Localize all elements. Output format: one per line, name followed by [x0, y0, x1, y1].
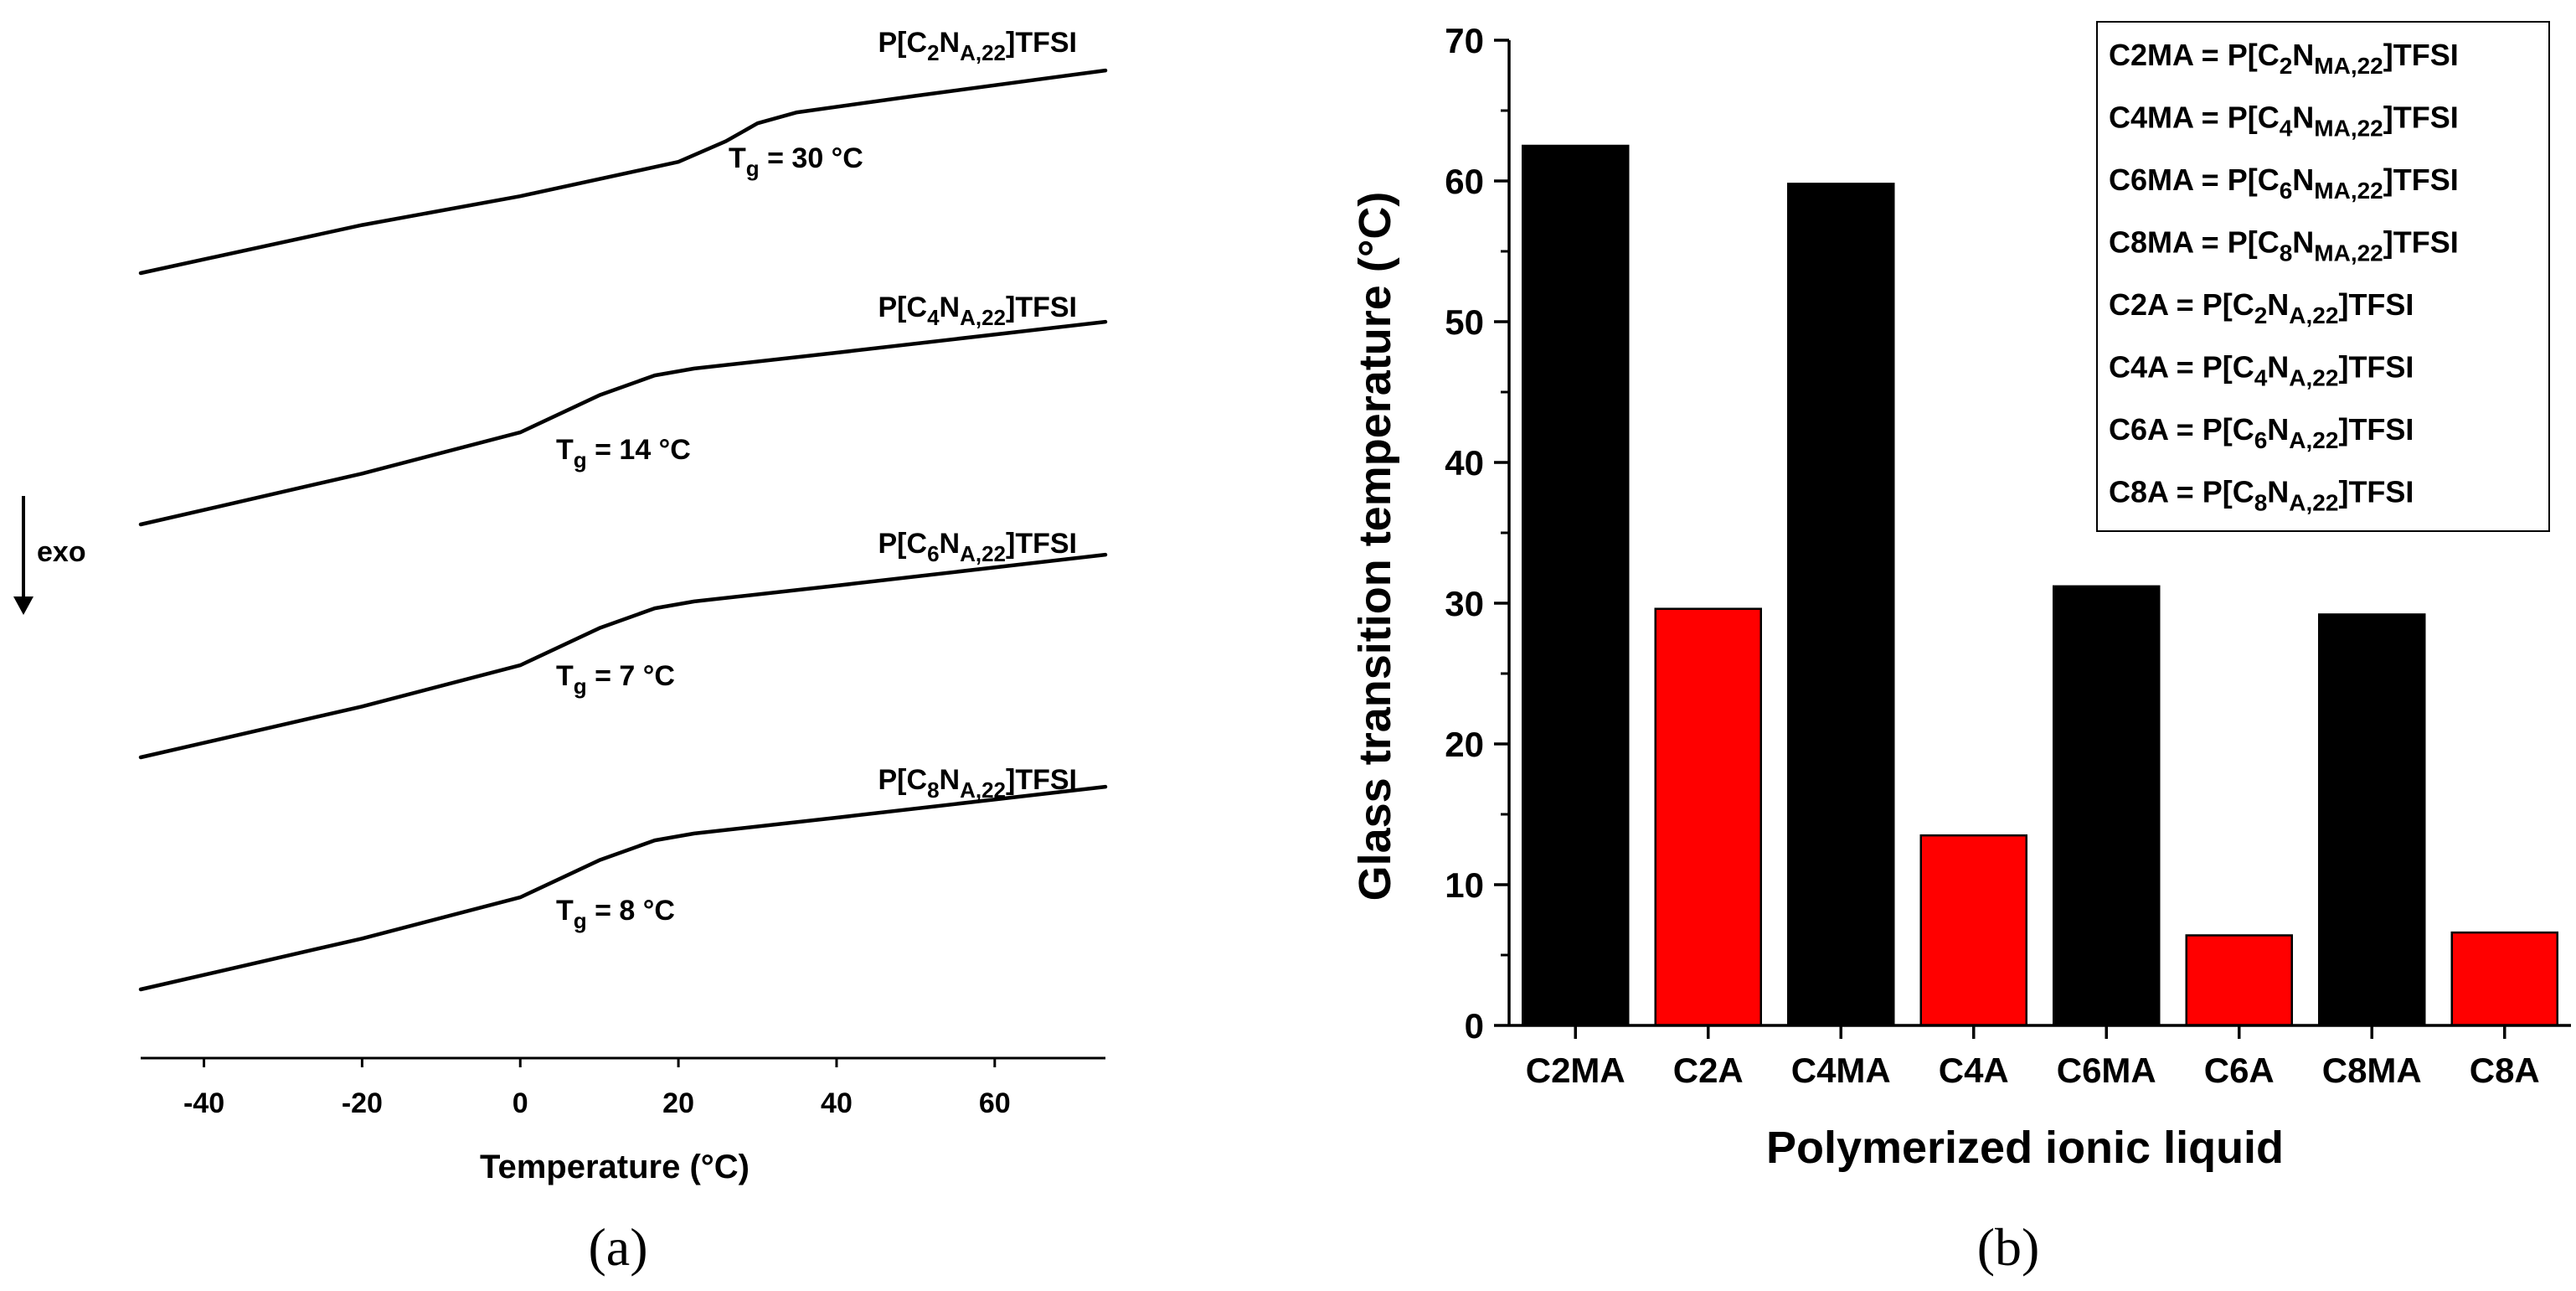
bar-C6MA — [2053, 585, 2161, 1027]
b-x-tick-label: C6A — [2204, 1051, 2275, 1090]
a-x-tick-label: -40 — [183, 1087, 224, 1119]
b-y-tick-label: 20 — [1445, 725, 1484, 764]
legend-entry: C2A = P[C2NA,22]TFSI — [2109, 287, 2414, 328]
dsc-curve — [138, 319, 1108, 527]
legend-entry: C6MA = P[C6NMA,22]TFSI — [2109, 163, 2459, 204]
b-y-tick-label: 10 — [1445, 865, 1484, 905]
bar-C2A — [1654, 607, 1762, 1027]
a-x-tick-label: 0 — [513, 1087, 528, 1119]
a-x-axis-label: Temperature (°C) — [480, 1149, 750, 1185]
b-x-tick-label: C8MA — [2322, 1051, 2422, 1090]
bar-C4A — [1919, 834, 2027, 1027]
a-x-tick-label: 20 — [662, 1087, 694, 1119]
caption-b: (b) — [1977, 1217, 2040, 1277]
tg-label: Tg = 7 °C — [556, 660, 675, 699]
legend-entry: C2MA = P[C2NMA,22]TFSI — [2109, 38, 2459, 79]
b-y-tick-label: 30 — [1445, 584, 1484, 623]
curve-label: P[C4NA,22]TFSI — [878, 292, 1078, 330]
curve-label: P[C8NA,22]TFSI — [878, 764, 1078, 803]
exo-indicator: exo — [13, 496, 86, 615]
dsc-curve — [138, 552, 1108, 760]
b-x-tick-label: C2A — [1673, 1051, 1744, 1090]
bar-C8A — [2450, 931, 2558, 1027]
b-x-tick-label: C2MA — [1526, 1051, 1625, 1090]
b-axes: 0 10 20 30 40 50 60 70 C2MA C2A C4MA C4A C6MA C6A C8MA… — [1445, 21, 2571, 1090]
tg-label: Tg = 14 °C — [556, 434, 691, 473]
bar-C6A — [2185, 934, 2293, 1027]
caption-a: (a) — [588, 1217, 647, 1277]
b-y-tick-label: 40 — [1445, 443, 1484, 483]
exo-arrow-head — [13, 596, 33, 615]
tg-label: Tg = 30 °C — [729, 142, 863, 181]
b-y-tick-label: 50 — [1445, 302, 1484, 342]
a-x-tick-label: 40 — [821, 1087, 853, 1119]
b-x-tick-label: C4A — [1939, 1051, 2009, 1090]
b-y-tick-label: 0 — [1465, 1006, 1484, 1046]
bar-C4MA — [1787, 183, 1895, 1027]
legend-entry: C8MA = P[C8NMA,22]TFSI — [2109, 225, 2459, 266]
b-y-tick-label: 70 — [1445, 21, 1484, 60]
legend: C2MA = P[C2NMA,22]TFSI C4MA = P[C4NMA,22]… — [2096, 21, 2550, 532]
a-x-ticks: -40 -20 0 20 40 60 — [183, 1058, 1011, 1119]
b-x-tick-label: C4MA — [1791, 1051, 1891, 1090]
b-x-axis-label: Polymerized ionic liquid — [1766, 1123, 2284, 1173]
b-y-tick-label: 60 — [1445, 162, 1484, 201]
tg-bar-chart: 0 10 20 30 40 50 60 70 C2MA C2A C4MA C4A C6MA C6A C8MA… — [1350, 21, 2571, 1277]
a-curves: P[C2NA,22]TFSI Tg = 30 °C P[C4NA,22]TFSI Tg… — [138, 27, 1108, 992]
dsc-curve — [138, 784, 1108, 992]
dsc-curve — [138, 68, 1108, 276]
b-x-tick-label: C6MA — [2057, 1051, 2156, 1090]
legend-entry: C4MA = P[C4NMA,22]TFSI — [2109, 101, 2459, 142]
legend-entry: C4A = P[C4NA,22]TFSI — [2109, 350, 2414, 391]
bar-C8MA — [2318, 613, 2426, 1027]
legend-entry: C6A = P[C6NA,22]TFSI — [2109, 412, 2414, 453]
a-x-tick-label: -20 — [342, 1087, 383, 1119]
legend-entry: C8A = P[C8NA,22]TFSI — [2109, 475, 2414, 516]
legend-box — [2096, 21, 2550, 532]
b-y-axis-label: Glass transition temperature (°C) — [1350, 192, 1400, 901]
tg-label: Tg = 8 °C — [556, 895, 675, 933]
a-x-tick-label: 60 — [979, 1087, 1011, 1119]
exo-label: exo — [37, 536, 86, 568]
bar-C2MA — [1522, 144, 1630, 1027]
curve-label: P[C6NA,22]TFSI — [878, 528, 1078, 566]
b-x-tick-label: C8A — [2470, 1051, 2540, 1090]
b-bars — [1522, 144, 2558, 1027]
curve-label: P[C2NA,22]TFSI — [878, 27, 1078, 65]
